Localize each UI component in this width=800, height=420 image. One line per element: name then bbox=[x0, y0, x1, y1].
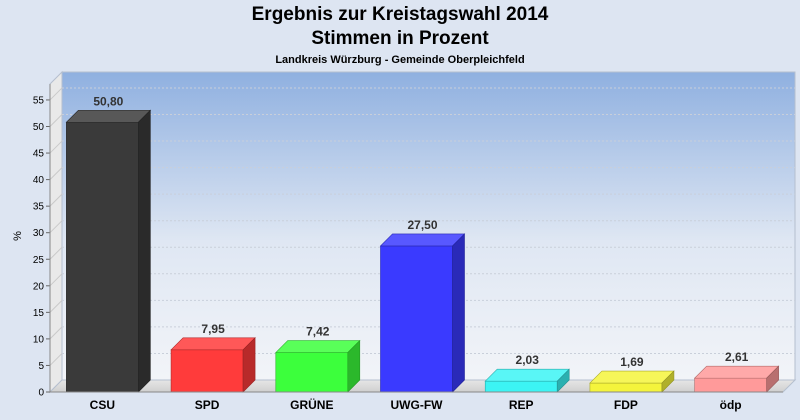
bar-front bbox=[170, 349, 244, 393]
gridline-side bbox=[49, 114, 63, 127]
bar-side bbox=[556, 368, 570, 393]
x-tick-label: ödp bbox=[720, 398, 742, 412]
bar-side bbox=[766, 365, 779, 393]
y-tick-label: 15 bbox=[33, 308, 45, 319]
bar-top bbox=[484, 368, 570, 382]
bar-value-label: 7,42 bbox=[306, 325, 330, 339]
y-tick-label: 30 bbox=[33, 228, 45, 239]
y-axis-label: % bbox=[12, 231, 24, 241]
chart-subtitle: Landkreis Würzburg - Gemeinde Oberpleich… bbox=[275, 54, 525, 66]
chart-title: Ergebnis zur Kreistagswahl 2014 bbox=[251, 4, 549, 25]
bar-front bbox=[66, 121, 139, 393]
bar-front bbox=[484, 380, 558, 393]
y-axis: 0 5 10 15 20 25 30 35 40 45 50 55 bbox=[33, 84, 51, 399]
gridline-side bbox=[49, 220, 63, 234]
x-tick-label: GRÜNE bbox=[290, 397, 333, 412]
bar-fdp bbox=[589, 370, 675, 393]
x-tick-label: FDP bbox=[614, 398, 638, 412]
bar-grüne bbox=[275, 339, 361, 393]
bar-top bbox=[275, 340, 361, 353]
bar-side bbox=[661, 370, 675, 393]
bar-side bbox=[452, 233, 465, 393]
gridline-side bbox=[49, 140, 63, 154]
y-tick-label: 40 bbox=[33, 175, 45, 186]
bar-front bbox=[589, 382, 663, 393]
bar-top bbox=[65, 109, 152, 123]
bars: 50,80 7,95 7,42 27,50 2,03 1,69 2,61 bbox=[65, 94, 780, 393]
x-tick-label: CSU bbox=[90, 398, 115, 412]
bar-value-label: 2,03 bbox=[516, 353, 540, 367]
bar-value-label: 2,61 bbox=[725, 350, 749, 364]
bar-top bbox=[170, 337, 256, 351]
gridline-side bbox=[49, 273, 63, 287]
bar-rep bbox=[484, 368, 570, 393]
gridline-side bbox=[49, 299, 63, 313]
bar-uwg-fw bbox=[379, 233, 466, 393]
bar-front bbox=[380, 245, 453, 393]
y-tick-label: 35 bbox=[33, 202, 45, 213]
bar-value-label: 7,95 bbox=[201, 322, 225, 336]
x-tick-label: SPD bbox=[195, 398, 220, 412]
y-tick-label: 50 bbox=[33, 122, 45, 133]
y-tick-label: 5 bbox=[38, 361, 44, 372]
bar-ödp bbox=[693, 365, 780, 393]
gridline-side bbox=[49, 246, 63, 260]
y-tick-label: 10 bbox=[33, 334, 45, 345]
bar-side bbox=[347, 339, 361, 393]
gridline-side bbox=[49, 326, 63, 340]
y-tick-label: 45 bbox=[33, 149, 45, 160]
x-tick-label: UWG-FW bbox=[391, 398, 444, 412]
bar-top bbox=[379, 233, 466, 247]
gridline-side bbox=[49, 87, 63, 101]
bar-csu bbox=[65, 109, 152, 393]
bar-spd bbox=[170, 337, 256, 393]
gridline-side bbox=[49, 193, 63, 207]
gridline-side bbox=[49, 167, 63, 180]
bar-value-label: 1,69 bbox=[620, 355, 644, 369]
bar-value-label: 50,80 bbox=[93, 94, 123, 108]
bar-value-label: 27,50 bbox=[407, 218, 437, 232]
y-tick-label: 55 bbox=[33, 95, 45, 106]
x-axis: CSU SPD GRÜNE UWG-FW REP FDP ödp bbox=[50, 391, 783, 412]
chart-title-2: Stimmen in Prozent bbox=[311, 28, 489, 49]
bar-top bbox=[589, 370, 675, 384]
x-tick-label: REP bbox=[509, 398, 534, 412]
bar-top bbox=[693, 365, 780, 379]
bar-side bbox=[242, 337, 256, 393]
y-tick-label: 0 bbox=[38, 388, 44, 399]
bar-front bbox=[275, 352, 349, 393]
bar-front bbox=[694, 377, 767, 393]
bar-side bbox=[138, 109, 151, 393]
y-tick-label: 20 bbox=[33, 281, 45, 292]
y-tick-label: 25 bbox=[33, 255, 45, 266]
gridlines bbox=[49, 87, 795, 366]
gridline-side bbox=[49, 353, 63, 366]
